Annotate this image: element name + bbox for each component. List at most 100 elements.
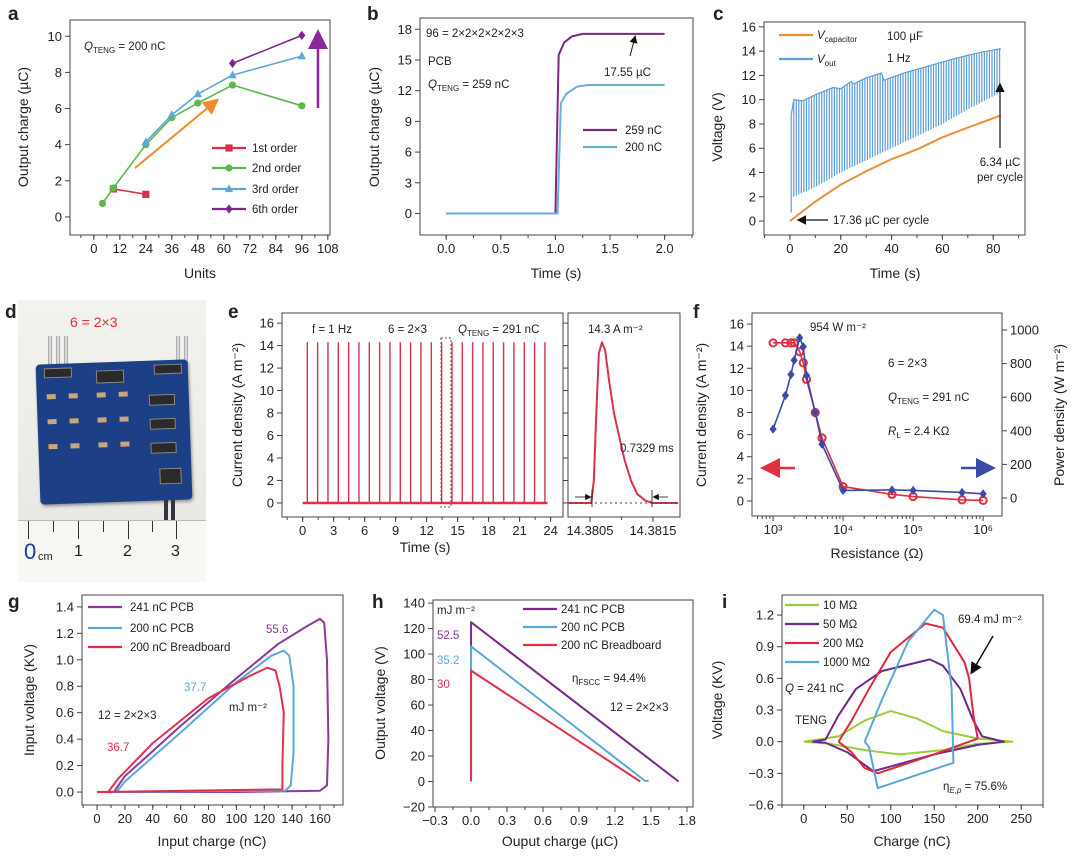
series-line (772, 336, 984, 495)
f-rl-annotation: RL = 2.4 KΩ (888, 426, 950, 440)
header-pin (64, 336, 68, 366)
header-pin (48, 336, 52, 366)
ruler-tick (78, 521, 79, 539)
panel-label-a: a (8, 4, 19, 25)
capacitor (48, 443, 58, 450)
y2-tick-label: 600 (1010, 390, 1032, 405)
y2-tick-label: 0 (1010, 491, 1017, 506)
plot-frame (69, 19, 331, 236)
capacitor (119, 416, 129, 422)
y-tick-label: 1.2 (756, 608, 774, 623)
c-ylabel: Voltage (V) (709, 92, 725, 161)
data-point (790, 355, 798, 365)
x-tick-label: 0.3 (498, 813, 516, 828)
x-tick-label: 3 (330, 523, 337, 538)
y-tick-label: 10 (730, 383, 744, 398)
legend-label: 1st order (252, 143, 298, 155)
x-tick-label: 0 (786, 241, 793, 256)
data-point (839, 485, 847, 496)
f-ylabel: Current density (A m⁻²) (693, 343, 709, 487)
y-tick-label: 16 (260, 316, 274, 331)
x-tick-label: 12 (113, 241, 127, 256)
y2-tick-label: 400 (1010, 423, 1032, 438)
legend-swatch (212, 184, 246, 193)
c-frequency-annotation: 1 Hz (887, 53, 911, 65)
legend-label: 200 nC Breadboard (561, 640, 661, 652)
x-tick-label: 10⁶ (973, 522, 993, 537)
x-tick-label: 20 (118, 811, 132, 826)
f-qteng-annotation: QTENG = 291 nC (888, 392, 969, 406)
x-tick-label: 108 (317, 241, 339, 256)
b-config-annotation: 96 = 2×2×2×2×2×3 (426, 28, 524, 40)
h-energy-unit: mJ m⁻² (437, 605, 475, 617)
x-tick-label: 12 (419, 523, 433, 538)
data-point (787, 369, 795, 380)
y2-tick-label: 200 (1010, 457, 1032, 472)
panel-label-b: b (367, 4, 379, 25)
x-tick-label: 36 (165, 241, 179, 256)
series-3rd order (141, 51, 306, 146)
a-xlabel: Units (184, 265, 216, 281)
data-point (768, 338, 778, 348)
series-line (232, 34, 303, 65)
diode (95, 369, 125, 384)
e-inset-peak-annotation: 14.3 A m⁻² (588, 324, 643, 336)
series-line (446, 84, 665, 215)
series-259 nC (446, 32, 665, 215)
i-source-annotation: TENG (795, 715, 827, 727)
panel-label-h: h (372, 592, 384, 613)
y-tick-label: 2 (749, 189, 756, 204)
y-tick-label: 1.0 (56, 652, 74, 667)
ruler: 0 cm 1 2 3 (18, 520, 206, 582)
chart-f: 10³ 10⁴ 10⁵ 10⁶ 0 2 4 6 8 10 12 14 16 0 200 400 600 800 10… (730, 312, 1039, 537)
legend-swatch (212, 204, 246, 214)
header-pin (56, 336, 60, 366)
c-end-charge-annotation-2: per cycle (977, 172, 1023, 184)
chart-h: −0.3 0.0 0.3 0.6 0.9 1.2 1.5 1.8 −20 0 20 40 60 80 100… (403, 596, 696, 828)
panel-label-g: g (8, 592, 20, 613)
diode (148, 393, 176, 406)
y-tick-label: 14 (730, 339, 744, 354)
y-tick-label: 6 (749, 141, 756, 156)
legend-label: 200 MΩ (823, 638, 864, 650)
h-energy-200-pcb: 35.2 (437, 655, 459, 667)
y-tick-label: 4 (737, 449, 744, 464)
capacitor (46, 394, 56, 400)
f-y2label: Power density (W m⁻²) (1051, 344, 1067, 486)
y-tick-label: 0.2 (56, 758, 74, 773)
legend-label: 200 nC PCB (561, 622, 625, 634)
x-tick-label: 140 (281, 811, 303, 826)
x-tick-label: 120 (253, 811, 275, 826)
x-tick-label: 40 (884, 241, 898, 256)
series-line (446, 32, 665, 215)
series-V (790, 48, 1001, 213)
i-xlabel: Charge (nC) (873, 833, 950, 849)
panel-label-e: e (228, 302, 239, 323)
header-pin (176, 336, 180, 366)
y-tick-label: 10 (260, 383, 274, 398)
x-tick-label: 15 (450, 523, 464, 538)
legend-label: 1000 MΩ (823, 657, 870, 669)
e-qteng-annotation: QTENG = 291 nC (458, 324, 539, 338)
h-ylabel: Output voltage (V) (372, 646, 388, 760)
legend-label: 200 nC Breadboard (130, 642, 230, 654)
pin-header (153, 363, 183, 375)
ruler-tick (103, 521, 104, 532)
y-tick-label: 6 (737, 427, 744, 442)
x-tick-label: 200 (967, 811, 989, 826)
series-line (470, 669, 641, 783)
x-tick-label: 100 (880, 811, 902, 826)
data-point (297, 51, 306, 60)
x-tick-label: 0 (800, 811, 807, 826)
panel-label-c: c (713, 4, 724, 25)
panel-label-f: f (693, 302, 700, 323)
ruler-tick (28, 521, 29, 539)
i-efficiency-annotation: ηE,p = 75.6% (943, 781, 1007, 795)
e-zoom-region-box (440, 337, 452, 508)
data-point (98, 199, 107, 207)
data-point (193, 89, 202, 98)
pcb-board (35, 359, 193, 505)
i-ylabel: Voltage (KV) (709, 661, 725, 740)
x-tick-label: 1.2 (606, 813, 624, 828)
